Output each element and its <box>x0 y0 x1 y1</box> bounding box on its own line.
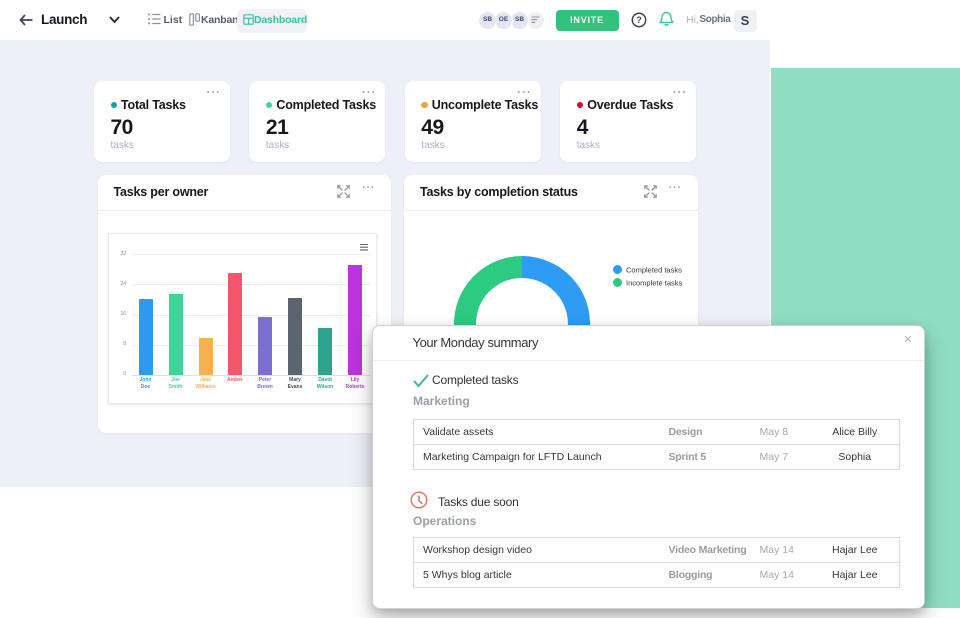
svg-text:?: ? <box>636 15 642 25</box>
